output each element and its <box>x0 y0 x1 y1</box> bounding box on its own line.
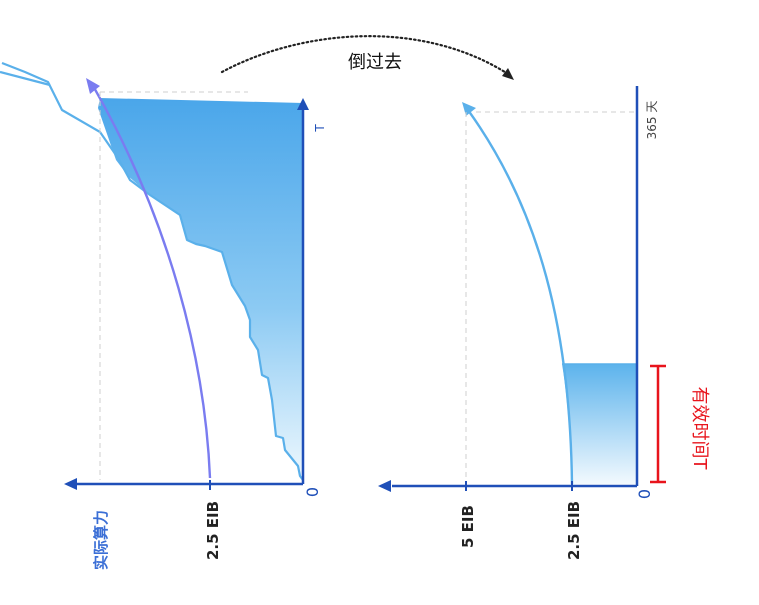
left-y-axis-label: T <box>313 124 327 133</box>
flip-arrow: 倒过去 <box>220 35 514 80</box>
right-tick-label-2-5: 2.5 EIB <box>565 501 583 560</box>
left-jagged-curve <box>1 61 304 481</box>
left-panel: 0 2.5 EIB 实际算力 T <box>0 61 327 570</box>
left-x-axis-label: 实际算力 <box>92 510 110 570</box>
right-filled-region <box>562 364 637 484</box>
left-y-axis-arrowhead <box>297 98 309 110</box>
left-purple-arrowhead <box>86 78 100 94</box>
right-origin-label: 0 <box>635 489 654 499</box>
right-curve <box>467 109 574 485</box>
left-x-axis-arrowhead <box>64 478 77 490</box>
right-tick-label-5: 5 EIB <box>459 505 477 548</box>
left-origin-label: 0 <box>303 487 322 497</box>
right-top-label: 365 天 <box>645 101 659 140</box>
left-tick-label: 2.5 EIB <box>204 501 222 560</box>
left-purple-curve <box>90 83 212 479</box>
flip-label: 倒过去 <box>348 52 402 73</box>
bracket-label: 有效时间T <box>689 387 710 471</box>
left-jagged-curve-top <box>0 70 51 87</box>
flip-arrowhead <box>502 68 514 80</box>
right-panel: 0 2.5 EIB 5 EIB 365 天 有效时间T <box>378 86 710 560</box>
flip-dotted-arc <box>220 35 510 76</box>
right-x-axis-arrowhead <box>378 480 391 492</box>
right-curve-arrowhead <box>462 102 476 116</box>
